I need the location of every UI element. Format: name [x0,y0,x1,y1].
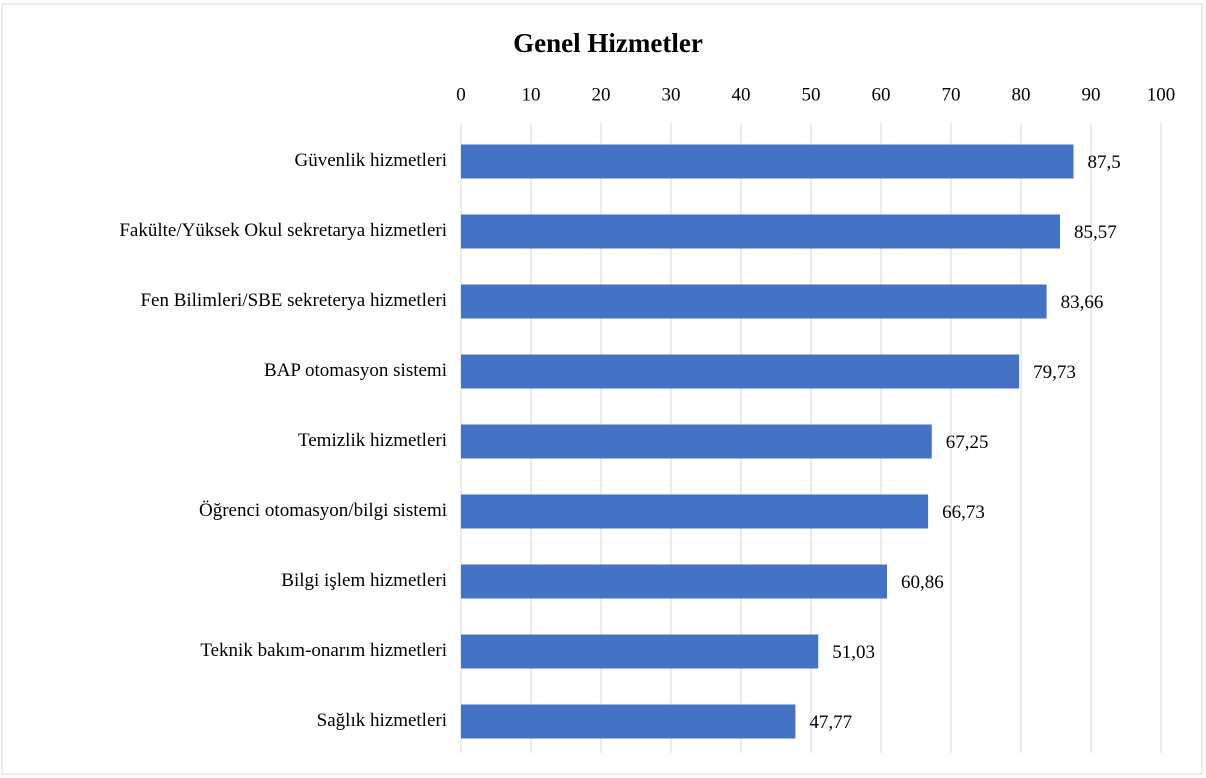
bar [461,424,932,459]
bar [461,144,1074,179]
bar [461,354,1020,389]
bar [461,704,796,739]
x-tick-label: 100 [1147,84,1176,105]
value-label: 51,03 [832,642,875,663]
x-tick-label: 50 [802,84,821,105]
value-label: 66,73 [942,502,985,523]
x-tick-label: 20 [592,84,611,105]
x-tick-label: 10 [522,84,541,105]
value-label: 85,57 [1074,222,1117,243]
y-tick-label: BAP otomasyon sistemi [264,360,447,381]
value-label: 60,86 [901,572,944,593]
x-tick-label: 0 [456,84,466,105]
bar [461,284,1047,319]
y-tick-label: Teknik bakım-onarım hizmetleri [200,640,447,661]
bar [461,634,819,669]
chart-title: Genel Hizmetler [513,28,703,58]
x-tick-label: 30 [662,84,681,105]
value-label: 47,77 [809,712,852,733]
y-tick-label: Temizlik hizmetleri [298,430,447,451]
x-tick-label: 90 [1082,84,1101,105]
x-tick-label: 80 [1012,84,1031,105]
value-label: 79,73 [1033,362,1076,383]
bar [461,494,929,529]
bar [461,214,1060,249]
value-label: 67,25 [946,432,989,453]
y-tick-label: Bilgi işlem hizmetleri [281,570,447,591]
x-tick-label: 70 [942,84,961,105]
y-tick-label: Fen Bilimleri/SBE sekreterya hizmetleri [140,290,447,311]
y-tick-label: Fakülte/Yüksek Okul sekretarya hizmetler… [119,220,447,241]
y-tick-label: Öğrenci otomasyon/bilgi sistemi [199,500,447,521]
y-tick-label: Sağlık hizmetleri [317,710,447,731]
x-tick-label: 60 [872,84,891,105]
value-label: 87,5 [1088,152,1121,173]
y-tick-label: Güvenlik hizmetleri [295,150,447,171]
bar [461,564,888,599]
x-tick-label: 40 [732,84,751,105]
value-label: 83,66 [1061,292,1104,313]
